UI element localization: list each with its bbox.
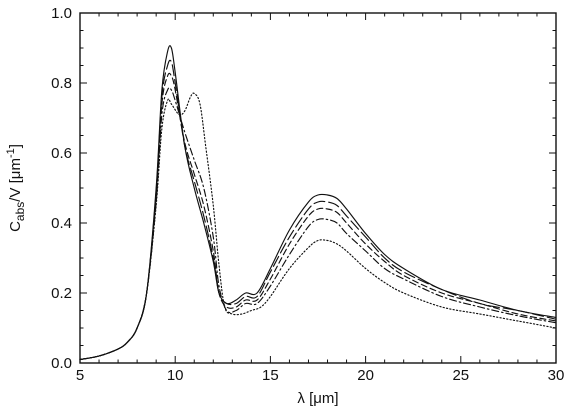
y-tick-label: 0.2 [51, 285, 72, 302]
plot-area [79, 12, 557, 364]
y-tick-label: 0.4 [51, 215, 72, 232]
series-line-dash-dot [79, 87, 557, 361]
y-tick-label: 1.0 [51, 5, 72, 22]
y-axis-label-superscript: -1 [5, 148, 17, 158]
x-tick-label: 20 [357, 367, 374, 384]
y-axis-label-rest: /V [μm [7, 158, 24, 202]
y-tick-label: 0.0 [51, 355, 72, 372]
x-tick-label: 5 [76, 367, 84, 384]
y-tick-label: 0.8 [51, 75, 72, 92]
y-tick-label: 0.6 [51, 145, 72, 162]
y-axis-label-subscript: abs [13, 202, 27, 221]
plot-frame [79, 12, 557, 364]
series-layer [79, 45, 557, 361]
ticks-layer: 5 10 15 20 25 30 0.0 0.2 0.4 0.6 0.8 1.0 [51, 5, 564, 384]
series-line-dotted [79, 92, 557, 361]
series-line-dash [79, 72, 557, 361]
x-tick-label: 10 [167, 367, 184, 384]
x-tick-label: 25 [452, 367, 469, 384]
y-axis-label: Cabs/V [μm-1] [5, 144, 27, 232]
x-tick-label: 15 [262, 367, 279, 384]
y-axis-label-base: C [7, 221, 24, 232]
y-axis-label-close: ] [7, 144, 24, 148]
x-axis-label: λ [μm] [297, 390, 338, 407]
x-tick-label: 30 [548, 367, 565, 384]
